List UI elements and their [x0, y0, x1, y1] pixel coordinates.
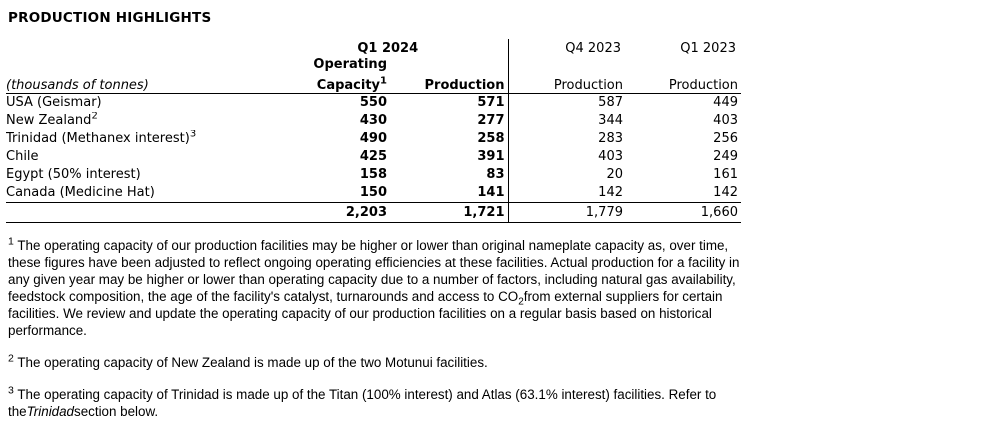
q1-2023-production-cell: 403 [713, 112, 738, 128]
spacer-cell [6, 39, 268, 56]
facility-label: USA (Geismar) [6, 94, 102, 110]
footnotes-section: 1 The operating capacity of our producti… [8, 235, 744, 420]
q4-2023-group-header: Q4 2023 [507, 39, 626, 56]
capacity-cell: 490 [359, 130, 387, 146]
q1-2024-production-cell: 277 [477, 112, 505, 128]
table-row-canada: Canada (Medicine Hat) 150 141 142 142 [6, 183, 741, 202]
footnote-1-marker: 1 [8, 235, 14, 248]
capacity-cell: 550 [359, 94, 387, 110]
q1-2024-production-cell: 83 [486, 166, 505, 182]
q1-2023-group-header: Q1 2023 [680, 41, 736, 56]
capacity-cell: 158 [359, 166, 387, 182]
total-capacity-cell: 2,203 [268, 201, 390, 223]
q1-2023-production-cell: 142 [713, 184, 738, 200]
q1-2024-production-cell: 391 [477, 148, 505, 164]
table-row-chile: Chile 425 391 403 249 [6, 147, 741, 166]
q1-2023-production-cell: 449 [713, 94, 738, 110]
trinidad-italic: Trinidad [26, 403, 75, 419]
capacity-cell: 150 [359, 184, 387, 200]
operating-capacity-header: Capacity1 [268, 72, 390, 94]
table-row-usa: USA (Geismar) 550 571 587 449 [6, 93, 741, 112]
period-header-row: Q1 2024 Q4 2023 Q1 2023 [6, 39, 741, 56]
footnote-3-marker: 3 [8, 384, 14, 397]
footnote-2-marker: 2 [8, 352, 14, 365]
q1-2023-production-cell: 249 [713, 148, 738, 164]
total-q1-2024-production-cell: 1,721 [390, 201, 508, 223]
footnote-1: 1 The operating capacity of our producti… [8, 235, 740, 338]
total-q4-2023-production-cell: 1,779 [507, 201, 626, 223]
spacer-cell [507, 56, 626, 72]
unit-label: (thousands of tonnes) [6, 72, 268, 94]
q1-2024-production-cell: 258 [477, 130, 505, 146]
q1-2023-production-cell: 256 [713, 130, 738, 146]
capacity-cell: 425 [359, 148, 387, 164]
q1-2024-group-header: Q1 2024 [357, 41, 419, 56]
q1-2023-production-header: Production [626, 72, 741, 94]
facility-label: Trinidad (Methanex interest)3 [6, 129, 197, 146]
co2-subscript: 2 [518, 296, 524, 308]
table-row-totals: 2,203 1,721 1,779 1,660 [6, 201, 741, 223]
q1-2024-production-cell: 571 [477, 94, 505, 110]
facility-label: Canada (Medicine Hat) [6, 184, 155, 200]
footnote-2: 2 The operating capacity of New Zealand … [8, 352, 488, 370]
table-row-new-zealand: New Zealand2 430 277 344 403 [6, 111, 741, 130]
q4-2023-production-cell: 344 [507, 111, 626, 130]
capacity-cell: 430 [359, 112, 387, 128]
spacer-cell [626, 56, 741, 72]
q1-2024-production-header: Production [390, 72, 508, 94]
q4-2023-production-cell: 283 [507, 129, 626, 148]
q1-2024-production-cell: 141 [477, 184, 505, 200]
page-title: PRODUCTION HIGHLIGHTS [8, 10, 212, 26]
totals-label-cell [6, 201, 268, 223]
total-q1-2023-production-cell: 1,660 [626, 201, 741, 223]
table-row-egypt: Egypt (50% interest) 158 83 20 161 [6, 165, 741, 184]
q4-2023-production-cell: 587 [507, 93, 626, 112]
operating-header-line1: Operating [313, 57, 387, 72]
footnote-3: 3 The operating capacity of Trinidad is … [8, 384, 717, 419]
spacer-cell [390, 56, 508, 72]
facility-label: Egypt (50% interest) [6, 166, 141, 182]
subheader-row-columns: (thousands of tonnes) Capacity1 Producti… [6, 72, 741, 94]
facility-label: New Zealand2 [6, 111, 98, 128]
q4-2023-production-cell: 142 [507, 183, 626, 202]
spacer-cell [6, 56, 268, 72]
q4-2023-production-cell: 403 [507, 147, 626, 166]
table-row-trinidad: Trinidad (Methanex interest)3 490 258 28… [6, 129, 741, 148]
production-highlights-table: Q1 2024 Q4 2023 Q1 2023 Operating (thous… [6, 39, 741, 223]
facility-label: Chile [6, 148, 39, 164]
q1-2023-production-cell: 161 [713, 166, 738, 182]
q4-2023-production-cell: 20 [507, 165, 626, 184]
q4-2023-production-header: Production [507, 72, 626, 94]
subheader-row-operating: Operating [6, 56, 741, 72]
